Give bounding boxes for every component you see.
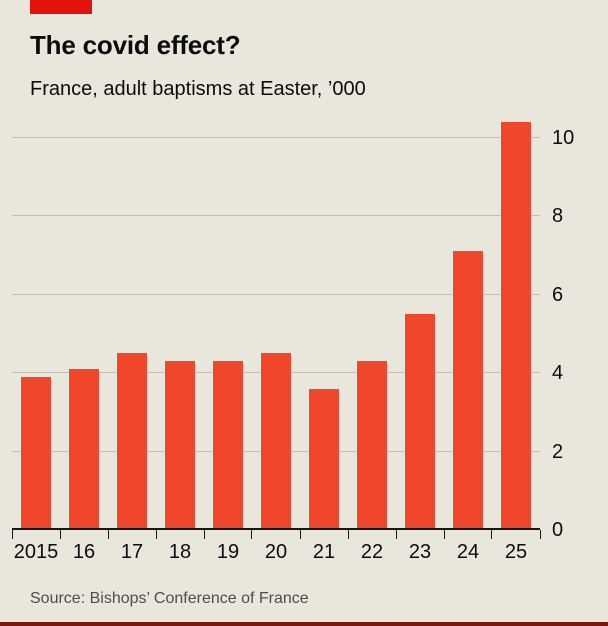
x-tick-label-20: 20 [264,541,288,563]
y-axis-label-2: 2 [552,440,564,463]
axis-tick [395,530,397,539]
bottom-rule [0,622,608,626]
axis-tick [203,530,205,539]
bar-22 [357,361,387,530]
axis-tick [539,530,541,539]
y-axis-label-0: 0 [552,519,564,541]
x-tick-label-21: 21 [312,541,336,563]
bar-18 [165,361,195,530]
axis-tick [299,530,301,539]
bar-17 [116,353,147,530]
bar-19 [213,361,243,530]
bar-20 [261,353,291,530]
bar-2015 [21,376,51,530]
axis-tick [155,530,157,539]
axis-tick [443,530,445,539]
gridline-8 [12,215,540,217]
y-axis-label-4: 4 [552,362,564,385]
x-tick-label-18: 18 [168,541,192,563]
axis-tick [347,530,349,539]
bar-16 [69,369,99,530]
axis-tick [107,530,109,539]
x-tick-label-2015: 2015 [13,541,59,563]
bar-21 [309,388,339,530]
bar-25 [501,121,531,530]
x-tick-label-23: 23 [408,541,432,563]
brand-tag [30,0,92,14]
bar-23 [405,314,435,530]
axis-tick [11,530,13,539]
axis-tick [251,530,253,539]
chart-title: The covid effect? [30,30,241,60]
source-note: Source: Bishops’ Conference of France [30,590,309,607]
x-tick-label-19: 19 [216,541,240,563]
gridline-6 [12,293,540,295]
y-axis-label-8: 8 [552,205,564,228]
x-tick-label-17: 17 [120,541,144,563]
x-tick-label-25: 25 [504,541,528,563]
y-axis-labels: 0 2 4 6 8 10 [552,118,602,541]
axis-tick [491,530,493,539]
x-tick-label-24: 24 [456,541,480,563]
y-axis-label-10: 10 [552,126,575,149]
x-axis-labels: 2015 16 17 18 19 20 21 22 23 24 25 [12,540,540,566]
bar-chart-plot-area [11,118,541,539]
bar-24 [453,251,483,530]
axis-tick [59,530,61,539]
chart-subtitle: France, adult baptisms at Easter, ’000 [30,78,366,100]
gridline-10 [12,136,540,138]
x-tick-label-22: 22 [360,541,384,563]
y-axis-label-6: 6 [552,283,564,306]
x-axis-baseline [12,528,540,530]
x-tick-label-16: 16 [72,541,96,563]
